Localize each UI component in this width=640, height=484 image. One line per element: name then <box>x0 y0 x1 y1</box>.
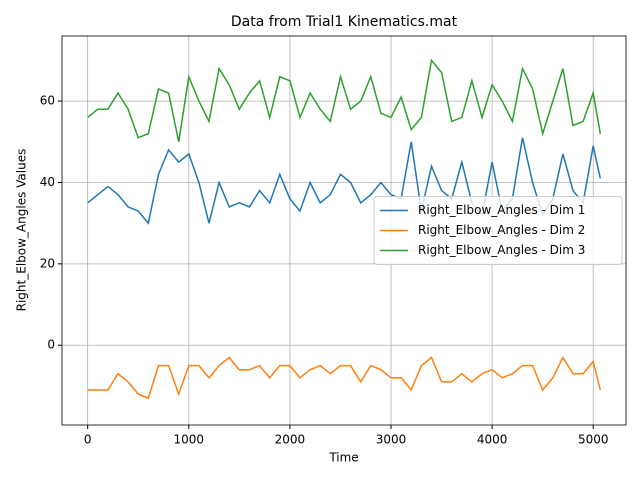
legend-box <box>373 196 623 265</box>
legend-label: Right_Elbow_Angles - Dim 2 <box>418 223 585 237</box>
y-tick-label: 20 <box>40 256 55 270</box>
x-tick-label: 5000 <box>578 433 609 447</box>
y-tick-label: 0 <box>47 338 55 352</box>
series-line <box>87 58 602 142</box>
x-axis-label: Time <box>328 451 358 465</box>
legend-label: Right_Elbow_Angles - Dim 3 <box>418 243 585 257</box>
x-tick-label: 1000 <box>174 433 205 447</box>
y-tick-label: 60 <box>40 94 55 108</box>
series-line <box>87 137 602 225</box>
plot-frame <box>61 35 627 426</box>
y-tick-label: 40 <box>40 175 55 189</box>
y-axis-label: Right_Elbow_Angles Values <box>15 149 29 312</box>
x-tick-label: 0 <box>84 433 92 447</box>
series-line <box>87 355 602 400</box>
chart-title: Data from Trial1 Kinematics.mat <box>231 14 458 30</box>
legend-label: Right_Elbow_Angles - Dim 1 <box>418 203 585 217</box>
x-tick-label: 4000 <box>477 433 508 447</box>
x-tick-label: 2000 <box>275 433 306 447</box>
x-tick-label: 3000 <box>376 433 407 447</box>
